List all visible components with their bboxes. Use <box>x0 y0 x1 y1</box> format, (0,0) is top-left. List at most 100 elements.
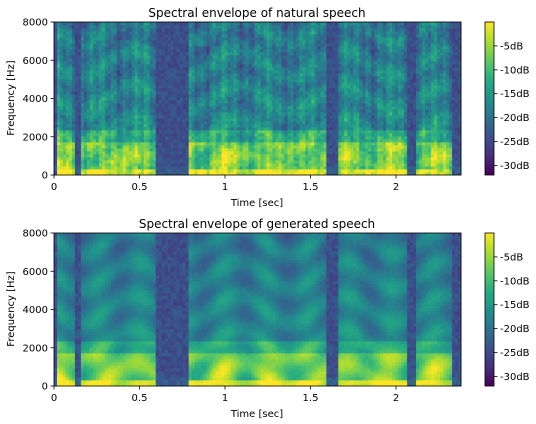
spectrogram-cell <box>209 130 214 134</box>
spectrogram-cell <box>281 85 285 89</box>
spectrogram-cell <box>176 76 181 80</box>
spectrogram-cell <box>260 166 264 170</box>
spectrogram-cell <box>128 37 133 41</box>
spectrogram-cell <box>224 151 228 155</box>
spectrogram-cell <box>284 172 288 176</box>
spectrogram-cell <box>131 169 136 173</box>
spectrogram-cell <box>242 157 246 161</box>
spectrogram-cell <box>335 148 339 152</box>
spectrogram-cell <box>293 37 297 41</box>
spectrogram-cell <box>299 169 303 173</box>
spectrogram-cell <box>197 76 202 80</box>
spectrogram-cell <box>131 52 136 56</box>
spectrogram-cell <box>143 43 148 47</box>
spectrogram-cell <box>161 97 166 101</box>
spectrogram-cell <box>284 40 288 44</box>
spectrogram-cell <box>116 163 121 167</box>
spectrogram-cell <box>134 43 139 47</box>
spectrogram-cell <box>323 25 327 29</box>
spectrogram-cell <box>134 112 139 116</box>
spectrogram-cell <box>338 73 342 77</box>
spectrogram-cell <box>308 115 312 119</box>
spectrogram-cell <box>104 142 109 146</box>
spectrogram-cell <box>326 166 330 170</box>
spectrogram-cell <box>143 94 148 98</box>
spectrogram-cell <box>332 163 336 167</box>
spectrogram-cell <box>56 115 61 119</box>
spectrogram-cell <box>194 67 199 71</box>
spectrogram-cell <box>179 43 184 47</box>
spectrogram-cell <box>173 76 178 80</box>
spectrogram-cell <box>152 64 157 68</box>
spectrogram-cell <box>296 100 300 104</box>
spectrogram-cell <box>191 31 196 35</box>
spectrogram-cell <box>131 163 136 167</box>
spectrogram-cell <box>293 58 297 62</box>
spectrogram-cell <box>311 46 315 50</box>
spectrogram-cell <box>314 49 318 53</box>
spectrogram-cell <box>131 94 136 98</box>
spectrogram-cell <box>83 136 88 140</box>
spectrogram-cell <box>323 133 327 137</box>
spectrogram-cell <box>200 43 205 47</box>
spectrogram-cell <box>128 70 133 74</box>
spectrogram-cell <box>71 52 76 56</box>
spectrogram-cell <box>104 76 109 80</box>
spectrogram-cell <box>92 73 97 77</box>
spectrogram-cell <box>158 46 163 50</box>
spectrogram-cell <box>167 25 172 29</box>
spectrogram-cell <box>230 82 234 86</box>
spectrogram-cell <box>230 37 234 41</box>
spectrogram-cell <box>323 34 327 38</box>
spectrogram-cell <box>302 28 306 32</box>
spectrogram-cell <box>329 139 333 143</box>
spectrogram-cell <box>179 37 184 41</box>
spectrogram-cell <box>338 94 342 98</box>
spectrogram-cell <box>299 70 303 74</box>
spectrogram-cell <box>191 166 196 170</box>
spectrogram-cell <box>101 34 106 38</box>
spectrogram-cell <box>68 88 73 92</box>
spectrogram-cell <box>209 91 214 95</box>
spectrogram-cell <box>92 172 97 176</box>
spectrogram-cell <box>62 82 67 86</box>
spectrogram-cell <box>227 43 231 47</box>
spectrogram-cell <box>119 139 124 143</box>
spectrogram-cell <box>311 91 315 95</box>
spectrogram-cell <box>332 148 336 152</box>
spectrogram-cell <box>239 61 243 65</box>
spectrogram-cell <box>65 55 70 59</box>
spectrogram-cell <box>317 76 321 80</box>
spectrogram-cell <box>140 136 145 140</box>
spectrogram-cell <box>101 58 106 62</box>
spectrogram-cell <box>182 160 187 164</box>
spectrogram-cell <box>197 34 202 38</box>
spectrogram-cell <box>269 121 273 125</box>
spectrogram-cell <box>344 121 348 125</box>
spectrogram-cell <box>206 58 211 62</box>
spectrogram-cell <box>326 31 330 35</box>
spectrogram-cell <box>281 25 285 29</box>
spectrogram-cell <box>221 85 225 89</box>
spectrogram-cell <box>293 73 297 77</box>
spectrogram-cell <box>134 151 139 155</box>
spectrogram-cell <box>182 133 187 137</box>
spectrogram-cell <box>59 82 64 86</box>
spectrogram-cell <box>317 112 321 116</box>
spectrogram-cell <box>98 94 103 98</box>
spectrogram-cell <box>314 145 318 149</box>
spectrogram-cell <box>302 22 306 26</box>
spectrogram-cell <box>137 139 142 143</box>
spectrogram-cell <box>290 64 294 68</box>
spectrogram-cell <box>54 121 58 125</box>
spectrogram-cell <box>149 55 154 59</box>
spectrogram-cell <box>131 109 136 113</box>
spectrogram-cell <box>239 58 243 62</box>
spectrogram-cell <box>254 64 258 68</box>
spectrogram-cell <box>218 31 222 35</box>
spectrogram-cell <box>200 139 205 143</box>
spectrogram-cell <box>272 139 276 143</box>
spectrogram-cell <box>302 49 306 53</box>
spectrogram-cell <box>125 169 130 173</box>
spectrogram-cell <box>299 79 303 83</box>
